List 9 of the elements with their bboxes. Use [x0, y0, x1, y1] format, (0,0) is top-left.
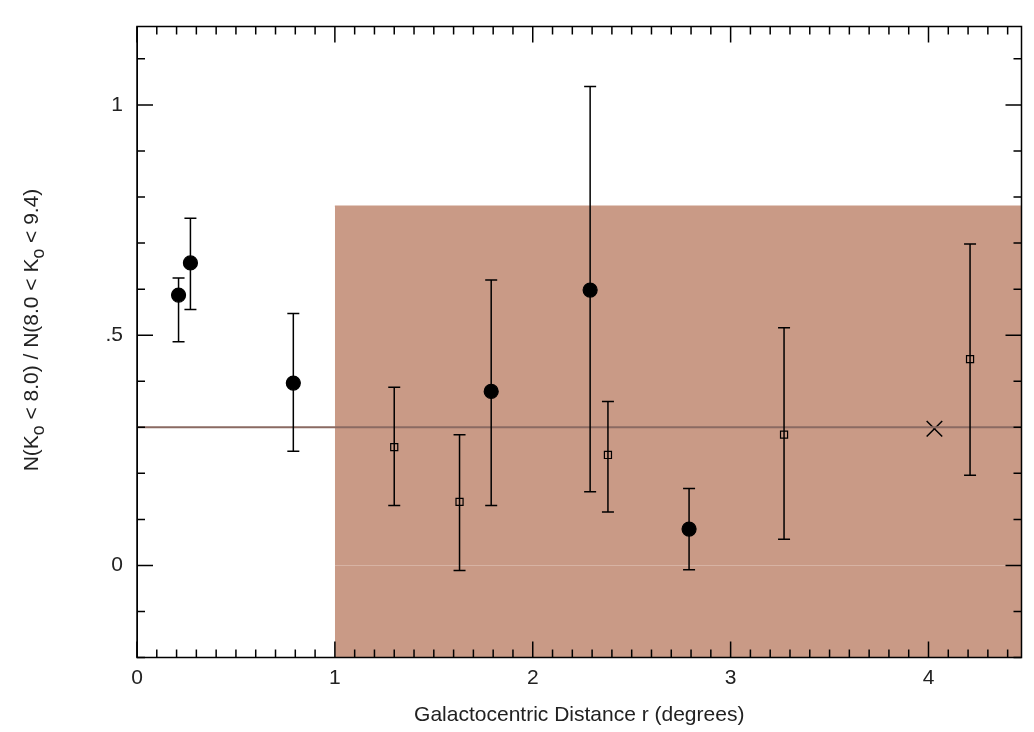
x-tick-label: 2: [526, 665, 539, 688]
x-tick-label: 4: [922, 665, 935, 688]
x-tick-label: 1: [329, 665, 341, 688]
y-tick-label: .5: [105, 321, 123, 345]
y-tick-label: 0: [111, 552, 123, 576]
x-axis-title: Galactocentric Distance r (degrees): [414, 702, 745, 726]
y-tick-label: 1: [111, 91, 123, 115]
x-tick-label: 3: [724, 665, 737, 688]
x-tick-label: 0: [131, 665, 143, 688]
